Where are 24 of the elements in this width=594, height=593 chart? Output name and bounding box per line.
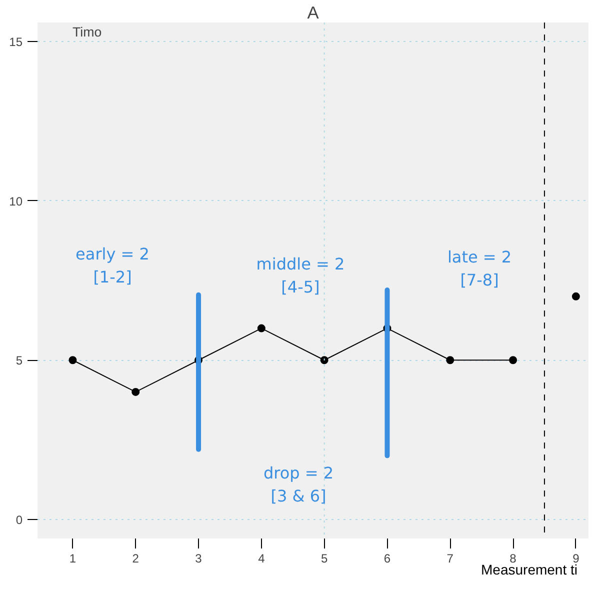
point bbox=[446, 356, 454, 364]
y-tick-label: 5 bbox=[16, 354, 23, 368]
x-tick-label: 7 bbox=[446, 552, 454, 566]
point bbox=[132, 388, 140, 396]
x-tick-label: 4 bbox=[258, 552, 266, 566]
point bbox=[320, 356, 328, 364]
point bbox=[509, 356, 518, 364]
annotation: late = 2 [7-8] bbox=[447, 248, 512, 290]
y-tick-label: 0 bbox=[16, 512, 23, 527]
chart-title: A bbox=[307, 2, 320, 22]
y-tick-label: 10 bbox=[9, 194, 23, 208]
point bbox=[68, 356, 77, 364]
annotation: drop = 2 [3 & 6] bbox=[263, 464, 334, 506]
annotation: middle = 2 [4-5] bbox=[256, 254, 345, 296]
x-tick-label: 1 bbox=[69, 552, 76, 566]
point bbox=[257, 324, 266, 332]
point bbox=[572, 292, 580, 300]
x-tick-label: 3 bbox=[195, 552, 202, 566]
x-tick-label: 5 bbox=[320, 552, 328, 566]
annotation: Timo bbox=[72, 24, 102, 40]
y-tick-label: 15 bbox=[9, 35, 23, 50]
x-tick-label: 2 bbox=[132, 552, 140, 566]
x-tick-label: 6 bbox=[384, 552, 391, 566]
annotation: early = 2 [1-2] bbox=[76, 244, 150, 286]
